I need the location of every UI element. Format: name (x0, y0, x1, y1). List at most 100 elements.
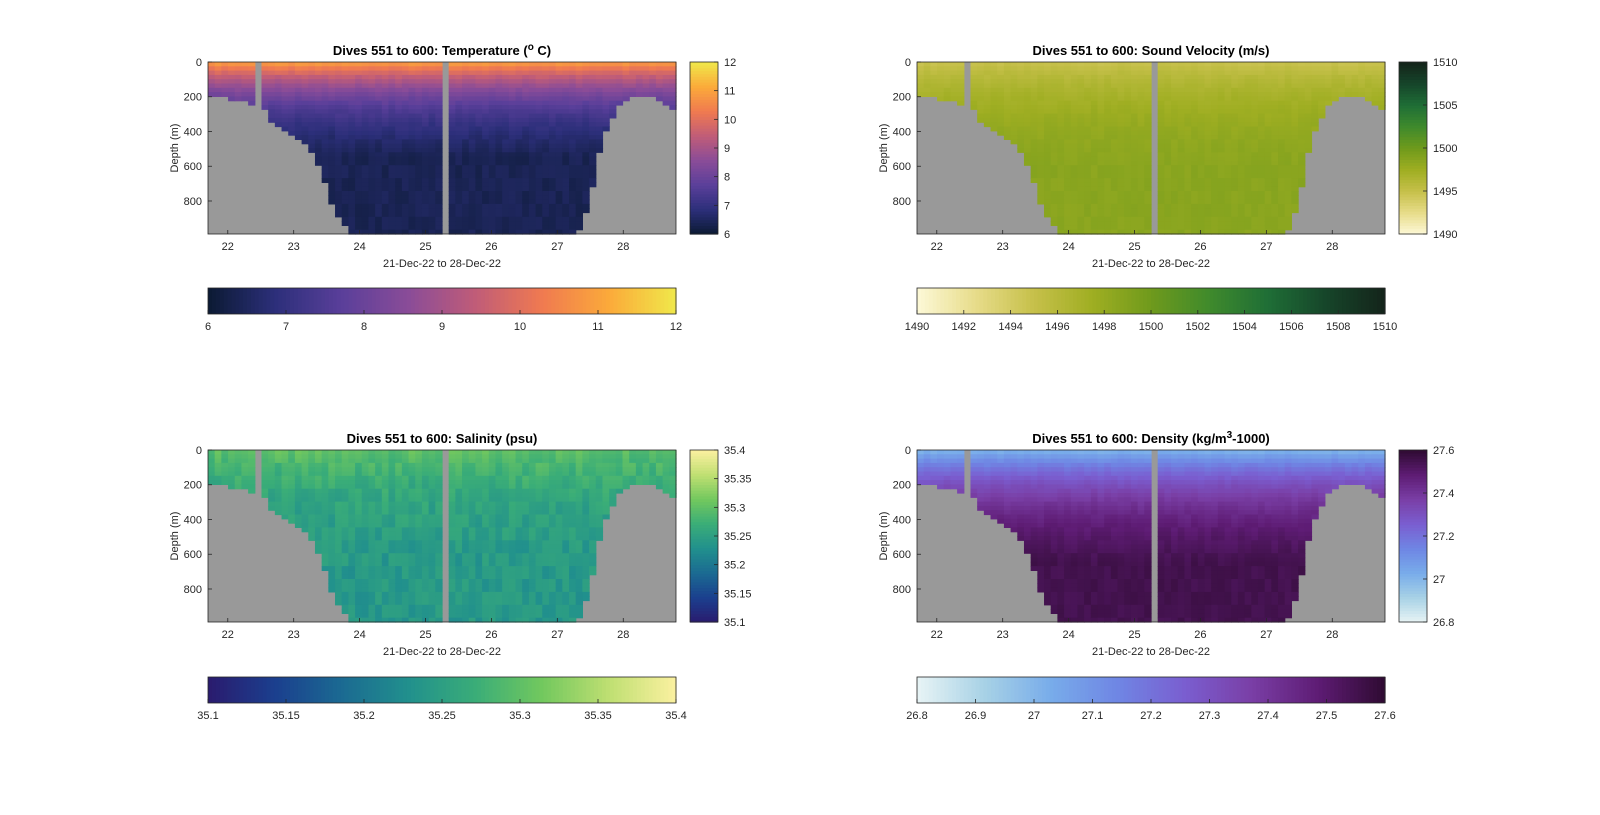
temperature-cell (388, 191, 396, 196)
temperature-cell (395, 126, 403, 132)
sound-velocity-m-s-cell (1117, 87, 1125, 93)
sound-velocity-m-s-cell (1157, 160, 1165, 166)
temperature-cell (542, 156, 550, 162)
temperature-cell (341, 92, 349, 97)
temperature-cell (335, 178, 343, 183)
sound-velocity-m-s-cell (1137, 203, 1145, 209)
salinity-psu-cell (375, 583, 383, 589)
temperature-cell (582, 66, 590, 72)
temperature-cell (368, 143, 376, 149)
temperature-cell (335, 160, 343, 166)
temperature-cell (375, 216, 383, 222)
temperature-cell (462, 135, 470, 140)
temperature-cell (495, 139, 503, 145)
temperature-cell (569, 208, 577, 214)
temperature-cell (368, 186, 376, 192)
salinity-psu-cell (375, 454, 383, 460)
sound-velocity-m-s-cell (937, 62, 945, 67)
sound-velocity-m-s-cell (1344, 92, 1353, 97)
sound-velocity-m-s-cell (1257, 113, 1266, 119)
sound-velocity-m-s-cell (1211, 100, 1219, 106)
salinity-psu-cell (294, 450, 303, 455)
salinity-psu-cell (361, 462, 370, 468)
temperature-cell (435, 156, 443, 162)
sound-velocity-m-s-cell (1097, 191, 1105, 196)
sound-velocity-m-s-cell (1164, 216, 1172, 222)
temperature-cell (582, 178, 590, 183)
temperature-cell (308, 117, 316, 123)
temperature-cell (381, 191, 390, 196)
sound-velocity-m-s-x-tick-label: 22 (931, 241, 943, 253)
salinity-psu-cell (348, 557, 356, 563)
temperature-cell (548, 79, 557, 85)
temperature-cell (555, 135, 563, 140)
sound-velocity-m-s-cell (970, 62, 978, 67)
sound-velocity-m-s-cell (983, 62, 992, 67)
temperature-cell (421, 105, 430, 110)
temperature-cell (589, 109, 597, 115)
temperature-cell (535, 152, 543, 158)
sound-velocity-m-s-cell (990, 122, 998, 128)
temperature-cell (274, 87, 283, 93)
temperature-cell (462, 169, 470, 175)
temperature-cell (375, 117, 383, 123)
sound-velocity-m-s-cell (977, 113, 985, 119)
temperature-cell (609, 83, 617, 89)
temperature-cell (408, 87, 416, 93)
temperature-cell (589, 79, 597, 85)
temperature-cell (582, 92, 590, 97)
temperature-cell (381, 79, 390, 85)
sound-velocity-m-s-cell (1171, 165, 1179, 171)
salinity-psu-cell (361, 540, 370, 546)
sound-velocity-m-s-cell (1244, 105, 1252, 110)
temperature-cell (589, 70, 597, 76)
sound-velocity-m-s-cell (1197, 126, 1206, 132)
sound-velocity-m-s-cell (1050, 66, 1058, 72)
sound-velocity-m-s-cell (1257, 109, 1266, 115)
sound-velocity-m-s-bottom-colorbar-segment (1377, 288, 1382, 314)
temperature-cell (488, 122, 497, 128)
salinity-psu-cell (248, 471, 256, 477)
salinity-psu-cell (241, 458, 249, 464)
sound-velocity-m-s-cell (1070, 203, 1079, 209)
sound-velocity-m-s-cell (1251, 225, 1259, 231)
salinity-psu-cell (308, 450, 316, 455)
sound-velocity-m-s-cell (1184, 212, 1192, 218)
sound-velocity-m-s-cell (1124, 79, 1132, 85)
sound-velocity-m-s-bottom-colorbar-segment (928, 288, 934, 314)
temperature-cell (401, 208, 410, 214)
temperature-cell (421, 135, 430, 140)
temperature-cell (569, 212, 577, 218)
sound-velocity-m-s-cell (1124, 221, 1132, 226)
sound-velocity-m-s-cell (1077, 212, 1085, 218)
sound-velocity-m-s-cell (1077, 70, 1085, 76)
temperature-cell (294, 122, 303, 128)
salinity-psu-cell (348, 600, 356, 606)
temperature-cell (548, 70, 557, 76)
temperature-bottom-colorbar-segment (559, 288, 564, 314)
temperature-bottom-colorbar-segment (321, 288, 326, 314)
temperature-cell (448, 143, 456, 149)
sound-velocity-m-s-cell (1084, 148, 1092, 153)
temperature-bottom-colorbar-segment (313, 288, 318, 314)
temperature-cell (368, 216, 376, 222)
sound-velocity-m-s-cell (1104, 152, 1112, 158)
sound-velocity-m-s-cell (990, 105, 998, 110)
sound-velocity-m-s-cell (1044, 87, 1052, 93)
sound-velocity-m-s-cell (1070, 113, 1079, 119)
temperature-cell (448, 70, 456, 76)
sound-velocity-m-s-cell (1037, 135, 1045, 140)
temperature-cell (421, 173, 430, 179)
sound-velocity-m-s-cell (1278, 152, 1286, 158)
salinity-psu-cell (381, 536, 390, 541)
temperature-cell (569, 130, 577, 136)
temperature-cell (388, 182, 396, 188)
sound-velocity-m-s-cell (1257, 165, 1266, 171)
temperature-cell (555, 203, 563, 209)
sound-velocity-m-s-cell (1030, 117, 1038, 123)
temperature-bottom-colorbar-segment (625, 288, 630, 314)
temperature-cell (381, 199, 390, 205)
sound-velocity-m-s-cell (983, 109, 992, 115)
temperature-cell (228, 62, 236, 67)
temperature-cell (388, 160, 396, 166)
